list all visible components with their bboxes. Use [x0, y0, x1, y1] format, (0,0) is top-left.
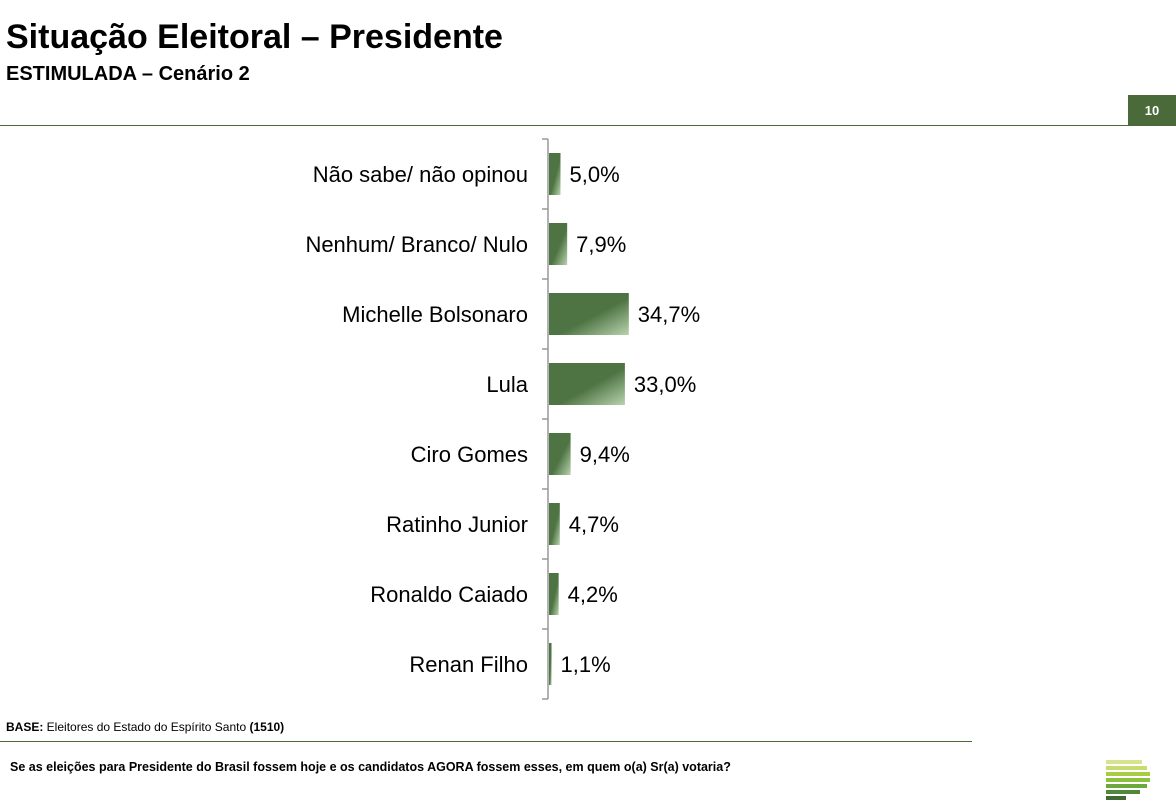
page-title: Situação Eleitoral – Presidente	[6, 18, 503, 56]
bar	[549, 573, 559, 615]
company-logo	[1106, 760, 1150, 800]
data-label: 7,9%	[576, 232, 626, 257]
data-label: 33,0%	[634, 372, 696, 397]
base-label: BASE:	[6, 720, 44, 734]
header-divider	[0, 125, 1128, 126]
bar	[549, 643, 552, 685]
bar-chart: Não sabe/ não opinou 5,0% Nenhum/ Branco/ …	[305, 138, 700, 700]
survey-question: Se as eleições para Presidente do Brasil…	[10, 760, 731, 774]
category-label: Ratinho Junior	[386, 512, 528, 537]
data-label: 1,1%	[561, 652, 611, 677]
page-number: 10	[1128, 95, 1176, 126]
category-label: Ciro Gomes	[411, 442, 528, 467]
data-label: 4,2%	[568, 582, 618, 607]
bar	[549, 293, 629, 335]
category-label: Renan Filho	[409, 652, 528, 677]
base-note: BASE: Eleitores do Estado do Espírito Sa…	[6, 720, 284, 734]
base-text: Eleitores do Estado do Espírito Santo	[43, 720, 250, 734]
bar	[549, 503, 560, 545]
category-label: Lula	[486, 372, 528, 397]
bar	[549, 363, 625, 405]
data-label: 5,0%	[570, 162, 620, 187]
data-label: 9,4%	[580, 442, 630, 467]
base-count: (1510)	[249, 720, 285, 734]
page-subtitle: ESTIMULADA – Cenário 2	[6, 63, 250, 85]
category-label: Não sabe/ não opinou	[313, 162, 528, 187]
data-label: 34,7%	[638, 302, 700, 327]
category-label: Nenhum/ Branco/ Nulo	[305, 232, 528, 257]
category-label: Ronaldo Caiado	[370, 582, 528, 607]
bar	[549, 433, 571, 475]
bar	[549, 223, 568, 265]
footer-divider	[0, 741, 972, 742]
data-label: 4,7%	[569, 512, 619, 537]
category-label: Michelle Bolsonaro	[342, 302, 528, 327]
bar	[549, 153, 561, 195]
